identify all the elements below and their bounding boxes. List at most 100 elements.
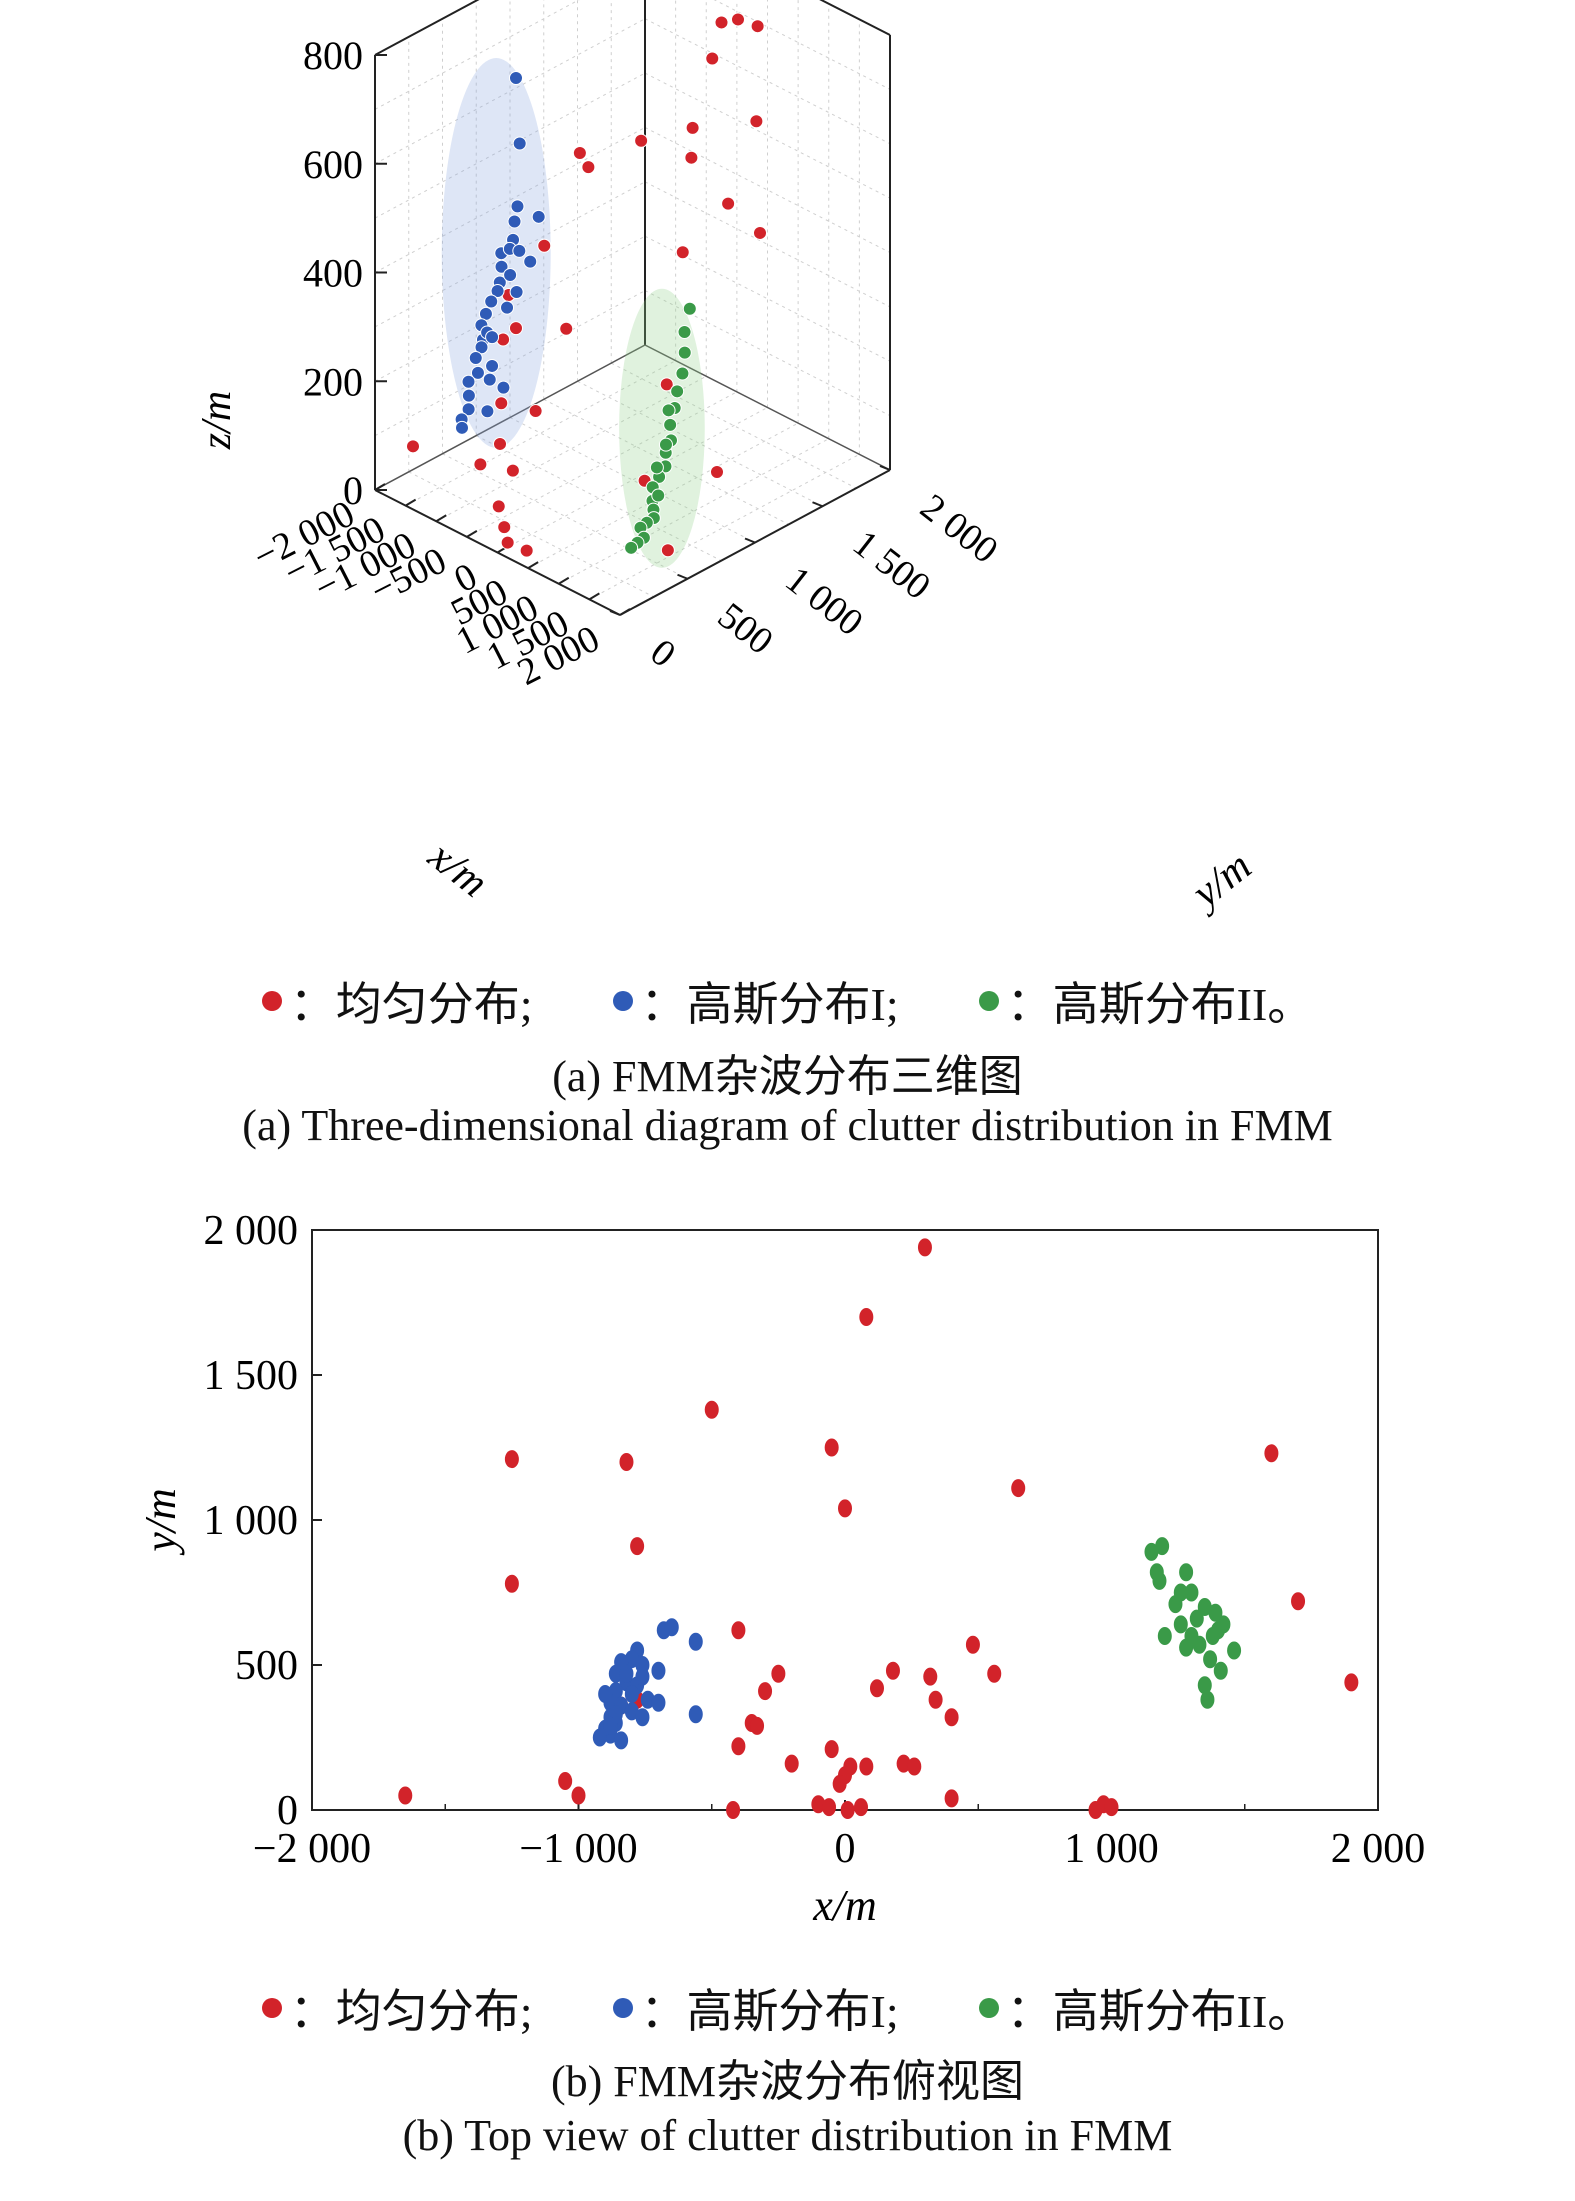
data-point <box>658 437 673 452</box>
data-point <box>470 365 485 380</box>
x-tick-label: −2 000 <box>253 1826 371 1872</box>
data-point <box>634 133 649 148</box>
data-point <box>490 284 505 298</box>
data-point <box>907 1757 922 1776</box>
data-point <box>771 1664 786 1683</box>
data-point <box>485 358 500 373</box>
data-point <box>885 1661 900 1680</box>
data-point <box>509 321 523 336</box>
gauss1-marker-icon <box>612 1998 633 2018</box>
frame-edge <box>644 344 891 471</box>
data-point <box>510 199 525 214</box>
grid-line <box>374 181 646 328</box>
data-point <box>455 420 469 435</box>
data-point <box>504 1450 519 1469</box>
data-point <box>838 1499 852 1518</box>
legend-a: ：均匀分布; ：高斯分布I; ：高斯分布II。 <box>0 968 1575 1034</box>
z-tick-label: 600 <box>303 142 363 187</box>
data-point <box>753 225 767 240</box>
data-point <box>923 1667 938 1686</box>
data-point <box>528 404 543 418</box>
data-point <box>624 1702 639 1721</box>
data-point <box>1179 1563 1194 1582</box>
data-point <box>675 245 690 260</box>
plot-top-view: −2 000 −1 000 0 1 000 2 000 0 500 1 000 1 500 2 0… <box>136 1208 1426 1930</box>
y-tick-label: 2 000 <box>912 486 1005 572</box>
grid-line <box>374 127 646 273</box>
data-point <box>685 120 700 135</box>
legend-b: ：均匀分布; ：高斯分布I; ：高斯分布II。 <box>0 1975 1575 2041</box>
data-point <box>677 345 692 360</box>
z-axis-label: z/m <box>194 391 240 450</box>
data-point <box>1011 1479 1026 1498</box>
grid-line <box>497 407 768 553</box>
y-tick-label: 0 <box>277 1788 298 1834</box>
data-point <box>640 1690 655 1709</box>
data-point <box>659 377 674 392</box>
y-tick-label: 1 500 <box>204 1353 299 1399</box>
data-point <box>523 254 538 269</box>
data-point <box>832 1774 847 1793</box>
data-point <box>592 1728 607 1747</box>
legend-label-uniform: ：均匀分布; <box>289 979 533 1030</box>
x-tick-label: 2 000 <box>1331 1826 1426 1872</box>
x-axis-label: x/m <box>812 1881 877 1930</box>
data-point <box>664 1618 679 1637</box>
data-point <box>1144 1542 1159 1561</box>
frame-edge <box>819 0 891 36</box>
x-tick <box>558 576 570 585</box>
z-tick-label: 400 <box>303 251 363 296</box>
data-point <box>869 1679 884 1698</box>
legend-item-uniform-b: ：均匀分布; <box>261 1975 533 2041</box>
grid-line <box>405 360 676 507</box>
data-point <box>705 51 720 66</box>
data-point <box>1227 1641 1242 1660</box>
grid-line <box>466 391 738 538</box>
data-point <box>519 543 534 558</box>
data-point <box>608 1664 623 1683</box>
grid-line <box>589 453 860 600</box>
data-point <box>468 351 483 366</box>
data-point <box>497 520 512 535</box>
y-tick-label: 2 000 <box>204 1208 299 1254</box>
x-tick <box>619 608 631 616</box>
grid-line <box>374 0 580 110</box>
grid-line <box>527 422 799 569</box>
data-point <box>398 1786 413 1805</box>
data-point <box>1155 1537 1170 1556</box>
data-point <box>682 301 697 316</box>
data-point <box>1184 1583 1199 1602</box>
frame-edge <box>374 344 646 491</box>
data-point <box>1291 1592 1306 1611</box>
data-point <box>917 1238 932 1257</box>
data-point <box>480 404 495 419</box>
x-tick <box>435 514 447 523</box>
data-point <box>512 136 527 151</box>
legend-item-gauss2: ：高斯分布II。 <box>978 968 1313 1034</box>
data-point <box>710 465 724 479</box>
legend-item-gauss2-b: ：高斯分布II。 <box>978 1975 1314 2041</box>
z-tick-label: 200 <box>303 359 363 404</box>
z-tick-label: 0 <box>343 468 363 513</box>
caption-a-cn: (a) FMM杂波分布三维图 <box>552 1052 1023 1101</box>
data-point <box>614 1731 629 1750</box>
legend-label-gauss2-b: ：高斯分布II。 <box>1006 1986 1314 2037</box>
data-point <box>630 1537 645 1556</box>
legend-label-gauss1: ：高斯分布I; <box>640 979 899 1030</box>
data-point <box>504 1574 519 1593</box>
data-point <box>784 1754 799 1773</box>
data-point <box>558 1772 573 1790</box>
x-tick <box>466 530 478 538</box>
data-point <box>1157 1627 1172 1645</box>
data-point <box>651 488 666 503</box>
data-point <box>559 321 574 336</box>
data-point <box>944 1708 959 1727</box>
data-point <box>688 1705 703 1724</box>
data-point <box>1168 1595 1183 1614</box>
data-point <box>537 238 552 253</box>
data-point <box>651 1661 666 1680</box>
x-tick <box>527 561 539 569</box>
data-point <box>714 15 729 30</box>
data-point <box>853 1798 868 1817</box>
